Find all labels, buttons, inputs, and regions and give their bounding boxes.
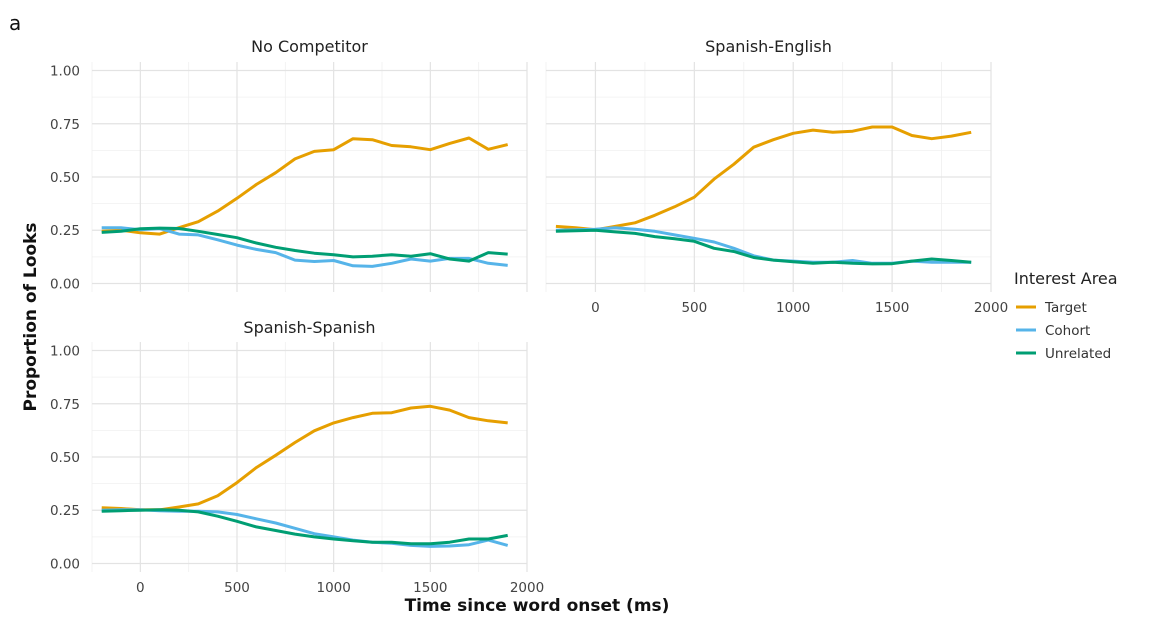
panel-title: Spanish-English xyxy=(705,37,832,56)
series-line-unrelated xyxy=(555,228,972,266)
x-tick-label: 0 xyxy=(591,300,600,316)
panel-3: Spanish-Spanish 0.00 0.25 0.50 0.75 1.00 0 500 1… xyxy=(50,318,544,596)
x-tick-label: 1500 xyxy=(413,580,447,596)
y-tick-label: 0.50 xyxy=(50,450,80,466)
panel-title: No Competitor xyxy=(251,37,368,56)
y-tick-label: 0.75 xyxy=(50,117,80,133)
y-tick-label: 0.50 xyxy=(50,170,80,186)
y-tick-label: 1.00 xyxy=(50,344,80,360)
legend-label-cohort: Cohort xyxy=(1045,323,1090,339)
legend-label-target: Target xyxy=(1044,300,1087,316)
x-tick-label: 500 xyxy=(224,580,250,596)
series-line-cohort xyxy=(101,508,509,548)
figure-label: a xyxy=(9,11,21,35)
x-tick-label: 1500 xyxy=(875,300,909,316)
x-tick-label: 1000 xyxy=(776,300,810,316)
y-tick-label: 0.25 xyxy=(50,503,80,519)
legend: Interest Area Target Cohort Unrelated xyxy=(1014,269,1118,362)
panels-layer: No Competitor0.000.250.500.751.00Spanish… xyxy=(50,37,1008,596)
y-tick-label: 0.25 xyxy=(50,223,80,239)
x-axis-title: Time since word onset (ms) xyxy=(405,596,670,616)
x-tick-label: 0 xyxy=(136,580,145,596)
x-tick-label: 2000 xyxy=(974,300,1008,316)
panel-2: Spanish-English 0 500 1000 1500 2000 xyxy=(545,37,1008,316)
series-line-unrelated xyxy=(101,508,508,546)
legend-label-unrelated: Unrelated xyxy=(1045,346,1111,362)
y-tick-label: 1.00 xyxy=(50,64,80,80)
legend-title: Interest Area xyxy=(1014,269,1118,288)
gridlines xyxy=(91,62,528,292)
series-line-cohort xyxy=(101,226,508,268)
series-line-target xyxy=(555,125,972,232)
y-tick-label: 0.00 xyxy=(50,556,80,572)
panel-title: Spanish-Spanish xyxy=(243,318,375,337)
series-line-unrelated xyxy=(101,226,508,263)
x-tick-label: 2000 xyxy=(510,580,544,596)
x-tick-label: 500 xyxy=(681,300,707,316)
x-tick-label: 1000 xyxy=(316,580,350,596)
y-axis-title: Proportion of Looks xyxy=(21,222,41,411)
series-line-target xyxy=(101,136,509,236)
series-line-target xyxy=(101,404,508,512)
y-tick-label: 0.00 xyxy=(50,276,80,292)
y-tick-label: 0.75 xyxy=(50,397,80,413)
panel-1: No Competitor 0.00 0.25 0.50 0.75 1.00 xyxy=(50,37,528,292)
